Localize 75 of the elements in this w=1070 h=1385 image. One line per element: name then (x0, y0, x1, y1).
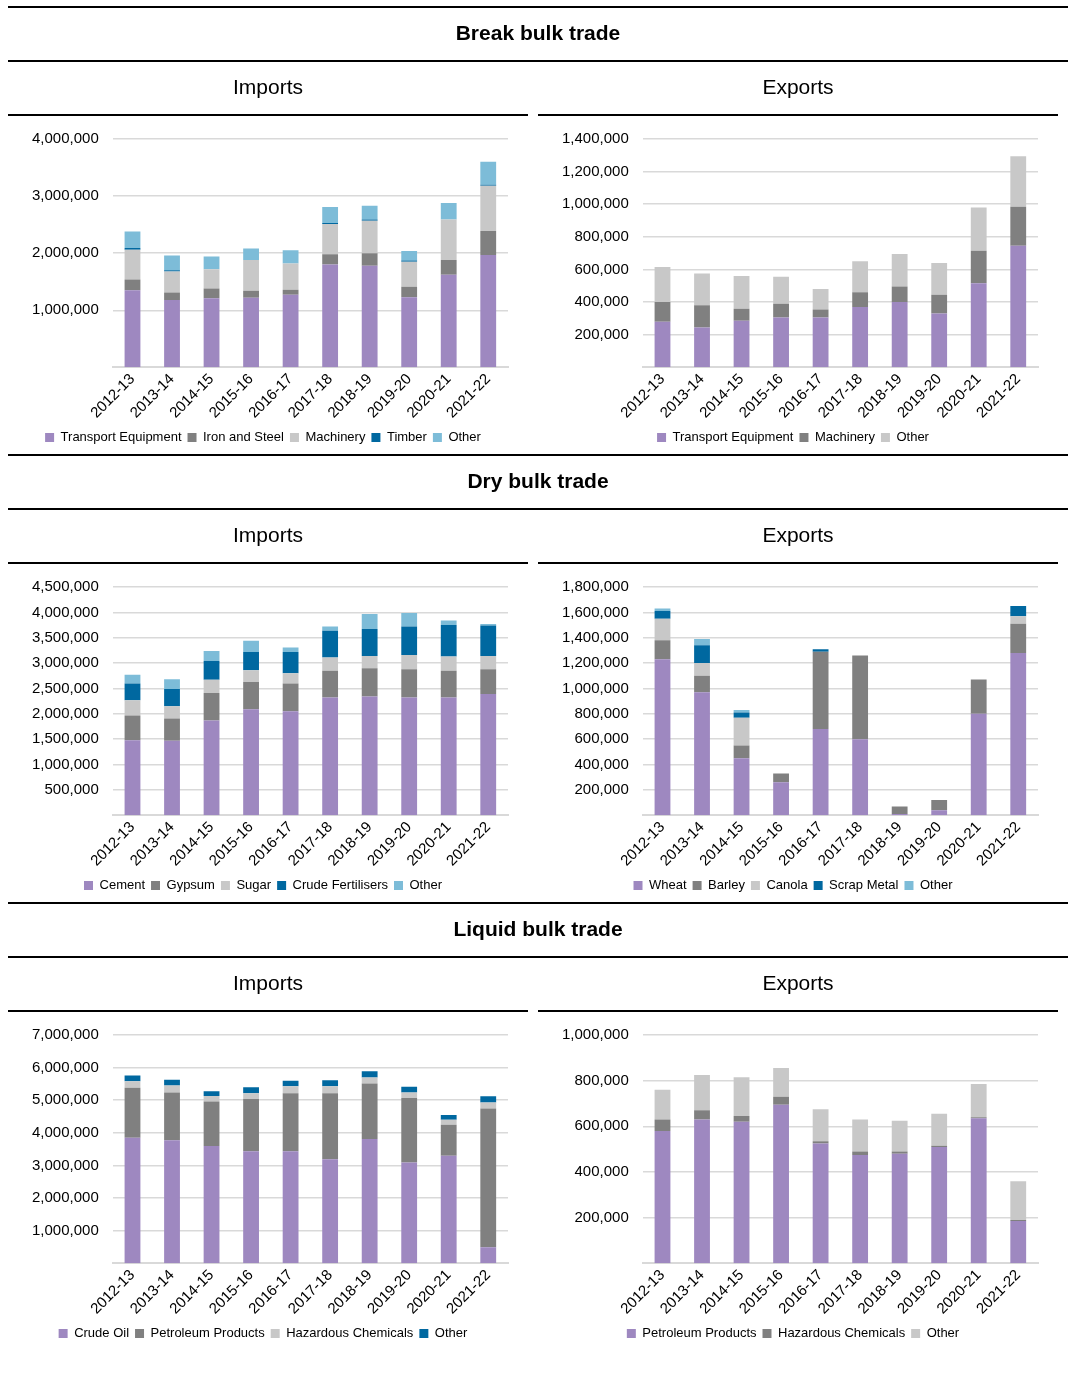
legend-label: Petroleum Products (642, 1325, 757, 1341)
y-tick-label: 200,000 (574, 780, 629, 798)
legend-label: Other (896, 429, 930, 445)
y-tick-label: 1,400,000 (562, 627, 629, 645)
y-tick-label: 2,500,000 (32, 678, 99, 696)
legend-label: Timber (386, 429, 428, 445)
y-tick-label: 500,000 (44, 780, 99, 798)
legend-label: Cement (99, 877, 146, 893)
y-tick-label: 600,000 (574, 1116, 629, 1134)
y-tick-label: 3,000,000 (32, 186, 99, 204)
y-tick-label: 1,000,000 (32, 1220, 99, 1238)
y-tick-label: 3,000,000 (32, 1155, 99, 1173)
y-tick-label: 800,000 (574, 1070, 629, 1088)
y-tick-label: 1,000,000 (562, 678, 629, 696)
chart-title: Dry bulk trade (8, 456, 1068, 510)
y-tick-label: 4,000,000 (32, 129, 99, 147)
legend-label: Transport Equipment (672, 429, 794, 445)
chart-title: Exports (538, 958, 1058, 1012)
chart-title: Exports (538, 62, 1058, 116)
y-tick-label: 400,000 (574, 292, 629, 310)
y-tick-label: 1,200,000 (562, 653, 629, 671)
y-tick-label: 600,000 (574, 259, 629, 277)
legend-label: Machinery (814, 429, 876, 445)
y-tick-label: 2,000,000 (32, 704, 99, 721)
legend-label: Gypsum (166, 877, 215, 893)
chart-title: Break bulk trade (8, 8, 1068, 62)
y-tick-label: 4,000,000 (32, 602, 99, 620)
y-tick-label: 1,000,000 (32, 754, 99, 772)
y-tick-label: 1,800,000 (562, 577, 629, 595)
legend-label: Other (926, 1325, 960, 1341)
legend-label: Other (434, 1325, 469, 1341)
legend-label: Sugar (236, 877, 272, 893)
y-tick-label: 1,500,000 (32, 729, 99, 747)
y-tick-label: 2,000,000 (32, 1188, 99, 1206)
legend-label: Crude Oil (74, 1325, 130, 1341)
legend-label: Transport Equipment (60, 429, 182, 445)
legend-label: Machinery (305, 429, 366, 445)
y-tick-label: 200,000 (574, 324, 629, 342)
y-tick-label: 1,000,000 (562, 194, 629, 212)
legend-label: Other (409, 877, 443, 893)
legend-label: Petroleum Products (150, 1325, 266, 1341)
y-tick-label: 400,000 (574, 754, 629, 772)
chart-subtitle: Imports (8, 510, 528, 564)
y-tick-label: 3,500,000 (32, 627, 99, 645)
legend-label: Scrap Metal (829, 877, 899, 893)
chart-title: Exports (538, 510, 1058, 564)
legend-label: Other (919, 877, 954, 893)
y-tick-label: 1,000,000 (562, 1025, 629, 1043)
legend-label: Canola (766, 877, 809, 893)
legend-label: Barley (708, 877, 746, 893)
y-tick-label: 3,000,000 (32, 653, 99, 671)
chart-subtitle: Imports (8, 62, 528, 116)
chart-subtitle: Imports (8, 958, 528, 1012)
y-tick-label: 5,000,000 (32, 1090, 99, 1108)
y-tick-label: 800,000 (574, 227, 629, 244)
y-tick-label: 6,000,000 (32, 1057, 99, 1075)
y-tick-label: 4,000,000 (32, 1123, 99, 1140)
y-tick-label: 800,000 (574, 704, 629, 721)
y-tick-label: 1,000,000 (32, 300, 99, 318)
y-tick-label: 2,000,000 (32, 243, 99, 261)
legend-label: Hazardous Chemicals (286, 1325, 414, 1341)
legend-label: Hazardous Chemicals (777, 1325, 906, 1341)
y-tick-label: 1,400,000 (562, 129, 629, 147)
y-tick-label: 200,000 (574, 1207, 629, 1225)
y-tick-label: 600,000 (574, 729, 629, 747)
legend-label: Other (448, 429, 482, 445)
y-tick-label: 4,500,000 (32, 577, 99, 595)
y-tick-label: 1,600,000 (562, 602, 629, 620)
y-tick-label: 1,200,000 (562, 161, 629, 179)
y-tick-label: 7,000,000 (32, 1025, 99, 1043)
y-tick-label: 400,000 (574, 1162, 629, 1180)
legend-label: Crude Fertilisers (292, 877, 389, 893)
chart-title: Liquid bulk trade (8, 904, 1068, 958)
legend-label: Wheat (649, 877, 687, 893)
legend-label: Iron and Steel (203, 429, 285, 445)
